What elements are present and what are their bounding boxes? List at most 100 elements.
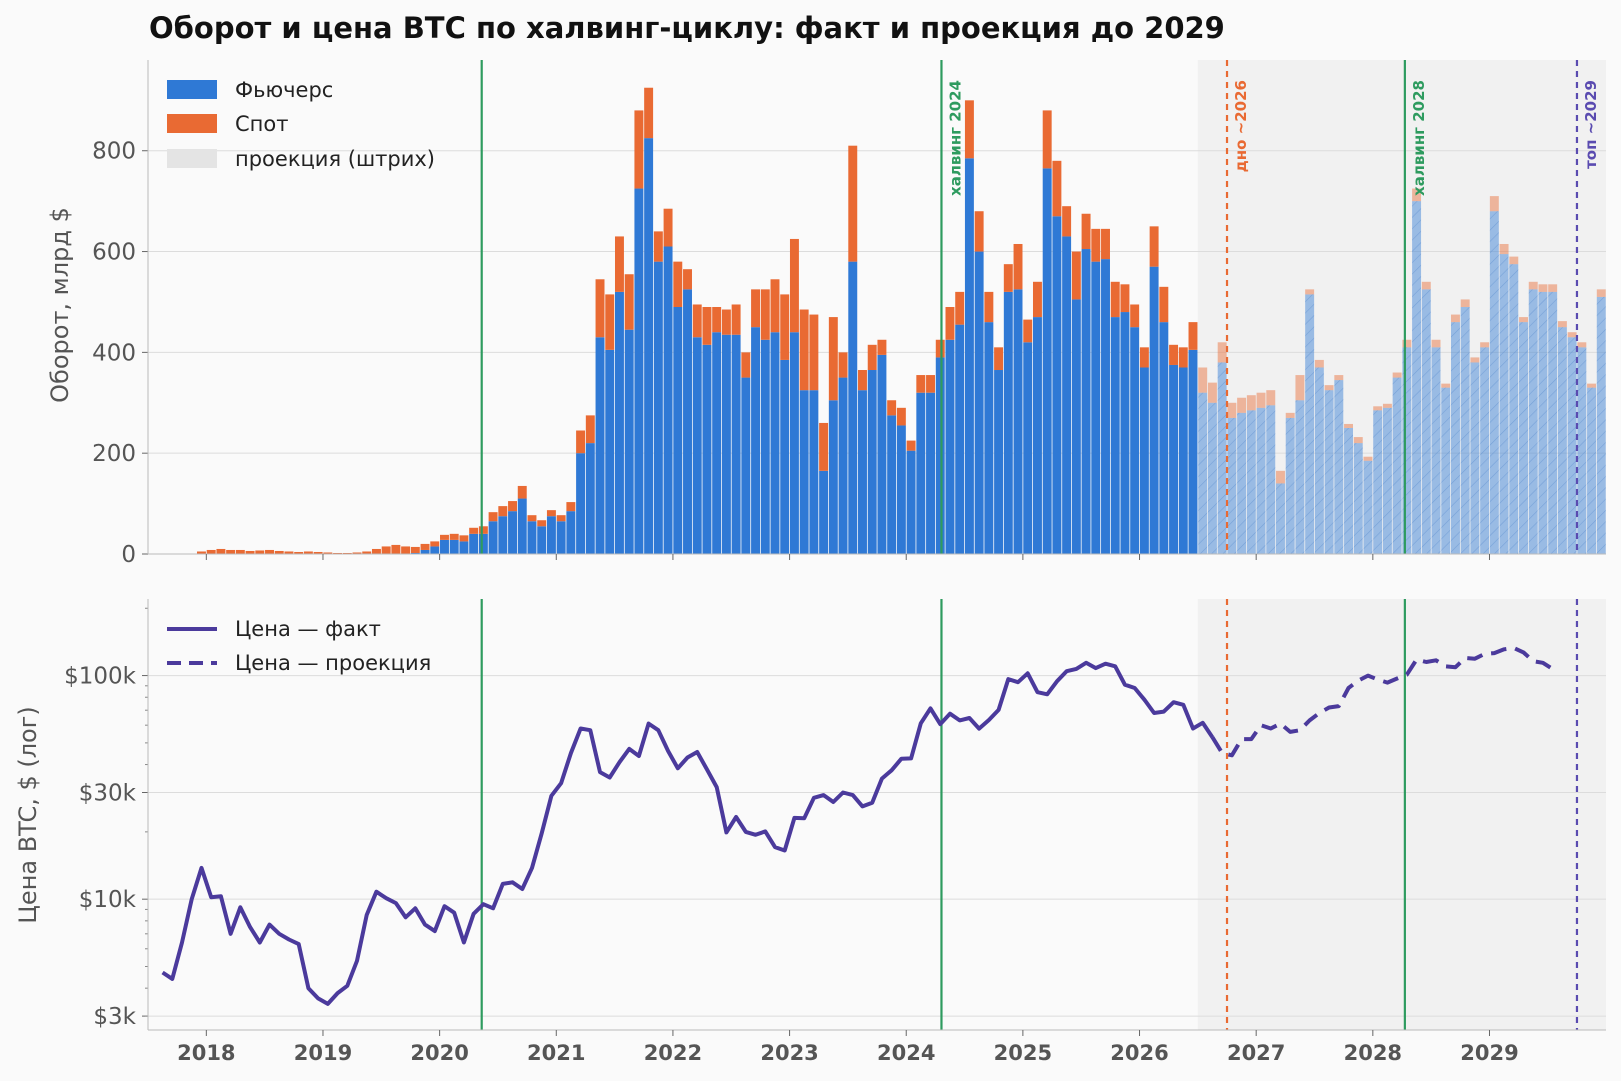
turnover-event-lines: халвинг 2024 халвинг 2028 дно ~2026 топ ~20… bbox=[480, 60, 1600, 554]
turnover-bars bbox=[196, 87, 1606, 555]
bar-futures bbox=[1032, 317, 1042, 554]
bar-spot bbox=[1305, 289, 1315, 295]
bar-spot bbox=[527, 515, 537, 522]
bar-futures bbox=[683, 289, 692, 554]
bar-futures-hatch bbox=[1421, 289, 1431, 554]
bar-futures-hatch bbox=[1412, 201, 1422, 554]
bar-futures bbox=[585, 443, 595, 554]
bar-futures-hatch bbox=[1198, 392, 1208, 554]
bar-futures-hatch bbox=[1314, 367, 1324, 554]
bar-futures bbox=[1159, 322, 1169, 554]
bar-spot bbox=[828, 317, 838, 401]
bar-futures bbox=[994, 370, 1004, 554]
bar-spot bbox=[245, 550, 255, 554]
bar-futures-hatch bbox=[1285, 417, 1295, 554]
bar-spot bbox=[1509, 256, 1519, 265]
bar-futures-hatch bbox=[1344, 427, 1354, 554]
bar-futures bbox=[770, 332, 780, 554]
bar-spot bbox=[371, 548, 381, 554]
bar-futures-hatch bbox=[1470, 362, 1480, 554]
bar-futures bbox=[731, 334, 741, 554]
bar-spot bbox=[1276, 470, 1285, 484]
bar-spot bbox=[1431, 339, 1441, 348]
bar-futures bbox=[605, 349, 615, 554]
legend-label-actual: Цена — факт bbox=[235, 617, 381, 641]
x-tick-label: 2024 bbox=[877, 1041, 935, 1065]
bar-futures-hatch bbox=[1305, 294, 1315, 554]
bar-spot bbox=[1295, 375, 1305, 401]
bar-futures-hatch bbox=[1450, 322, 1460, 554]
price-event-lines bbox=[480, 599, 1579, 1030]
bar-spot bbox=[1101, 228, 1110, 260]
bar-futures-hatch bbox=[1489, 211, 1499, 554]
bar-spot bbox=[1120, 284, 1130, 313]
bar-futures bbox=[1110, 317, 1120, 554]
bar-spot bbox=[294, 551, 304, 554]
bar-spot bbox=[867, 344, 877, 371]
bar-futures-hatch bbox=[1363, 460, 1373, 554]
bar-futures bbox=[780, 359, 790, 554]
price-panel: $3k $10k $30k $100k 2018 2019 2020 2021 2022 2023… bbox=[14, 599, 1606, 1065]
bar-futures-hatch bbox=[1480, 347, 1490, 554]
bar-spot bbox=[1382, 403, 1392, 408]
bar-futures-hatch bbox=[1353, 443, 1363, 554]
bar-spot bbox=[1217, 342, 1227, 363]
bar-futures bbox=[576, 453, 586, 554]
bar-futures bbox=[789, 332, 799, 554]
bar-futures bbox=[449, 539, 459, 554]
bar-spot bbox=[1344, 423, 1354, 428]
bar-spot bbox=[770, 279, 780, 333]
bar-futures-hatch bbox=[1460, 307, 1470, 554]
bar-futures-hatch bbox=[1276, 483, 1285, 554]
bar-spot bbox=[916, 375, 926, 393]
bar-spot bbox=[741, 352, 751, 378]
bar-spot bbox=[1159, 286, 1169, 323]
bar-futures bbox=[867, 370, 877, 554]
bar-futures bbox=[1042, 168, 1052, 554]
bar-futures bbox=[1139, 367, 1149, 554]
bar-spot bbox=[420, 543, 430, 550]
bar-futures-hatch bbox=[1373, 410, 1383, 554]
bar-futures bbox=[459, 541, 469, 554]
x-tick-label: 2029 bbox=[1460, 1041, 1518, 1065]
bar-spot bbox=[1567, 332, 1577, 338]
legend-swatch-futures bbox=[167, 80, 217, 99]
event-label-halving: халвинг 2028 bbox=[1410, 80, 1428, 196]
bar-futures bbox=[916, 392, 926, 554]
bar-futures bbox=[926, 392, 936, 554]
bar-futures bbox=[1120, 312, 1130, 554]
bar-futures-hatch bbox=[1567, 337, 1577, 554]
bar-spot bbox=[1091, 228, 1101, 262]
x-tick-label: 2027 bbox=[1227, 1041, 1285, 1065]
bar-spot bbox=[760, 289, 770, 340]
bar-spot bbox=[410, 546, 420, 553]
chart-title: Оборот и цена BTC по халвинг-циклу: факт… bbox=[149, 11, 1225, 45]
bar-spot bbox=[1003, 264, 1013, 292]
price-lines bbox=[161, 645, 1554, 1006]
bar-spot bbox=[391, 544, 401, 554]
bar-spot bbox=[1460, 299, 1470, 307]
bar-spot bbox=[323, 552, 333, 554]
bar-futures bbox=[935, 357, 945, 554]
bar-spot bbox=[1557, 321, 1567, 328]
bar-spot bbox=[1314, 359, 1324, 368]
bar-spot bbox=[196, 551, 206, 554]
bar-futures bbox=[1023, 342, 1033, 554]
event-label-halving: халвинг 2024 bbox=[946, 80, 964, 196]
bar-spot bbox=[576, 430, 586, 454]
bar-spot bbox=[1596, 289, 1606, 297]
bar-spot bbox=[508, 501, 518, 512]
bar-futures bbox=[809, 390, 819, 554]
legend-label-spot: Спот bbox=[235, 112, 288, 136]
bar-spot bbox=[255, 550, 265, 554]
bar-spot bbox=[1256, 392, 1266, 408]
bar-spot bbox=[274, 550, 284, 554]
bar-spot bbox=[313, 551, 323, 554]
bar-spot bbox=[595, 279, 605, 338]
bar-spot bbox=[1266, 390, 1276, 406]
bar-spot bbox=[663, 208, 673, 247]
bar-spot bbox=[585, 415, 595, 444]
bar-futures bbox=[1052, 216, 1062, 554]
x-tick-label: 2026 bbox=[1110, 1041, 1168, 1065]
